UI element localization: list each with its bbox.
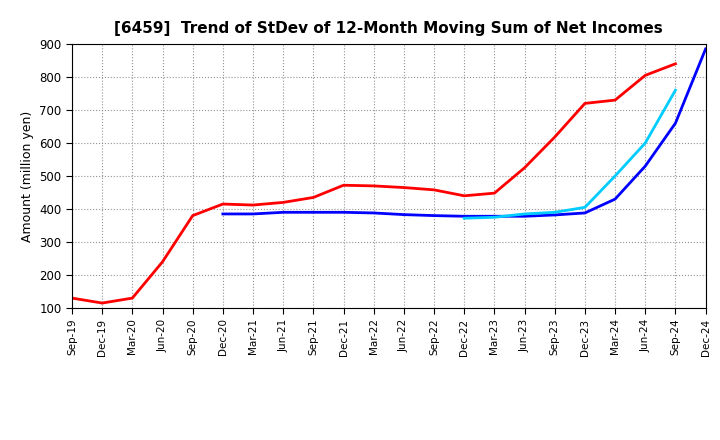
3 Years [189, 213, 197, 218]
5 Years [430, 213, 438, 218]
3 Years [671, 61, 680, 66]
5 Years [580, 210, 589, 216]
3 Years [460, 193, 469, 198]
5 Years [369, 210, 378, 216]
7 Years [641, 140, 649, 146]
Title: [6459]  Trend of StDev of 12-Month Moving Sum of Net Incomes: [6459] Trend of StDev of 12-Month Moving… [114, 21, 663, 36]
3 Years [490, 191, 499, 196]
5 Years [671, 121, 680, 126]
3 Years [219, 202, 228, 207]
3 Years [98, 301, 107, 306]
3 Years [641, 73, 649, 78]
3 Years [248, 202, 257, 208]
3 Years [128, 296, 137, 301]
5 Years [309, 210, 318, 215]
5 Years [339, 210, 348, 215]
Line: 7 Years: 7 Years [464, 90, 675, 218]
3 Years [550, 134, 559, 139]
5 Years [400, 212, 408, 217]
7 Years [580, 205, 589, 210]
3 Years [339, 183, 348, 188]
3 Years [369, 183, 378, 188]
7 Years [521, 211, 529, 216]
7 Years [460, 216, 469, 221]
3 Years [611, 97, 619, 103]
Y-axis label: Amount (million yen): Amount (million yen) [21, 110, 34, 242]
3 Years [68, 296, 76, 301]
5 Years [219, 211, 228, 216]
5 Years [701, 46, 710, 51]
3 Years [279, 200, 287, 205]
5 Years [521, 214, 529, 219]
7 Years [550, 210, 559, 215]
5 Years [641, 163, 649, 169]
3 Years [580, 101, 589, 106]
Line: 3 Years: 3 Years [72, 64, 675, 303]
Line: 5 Years: 5 Years [223, 49, 706, 216]
5 Years [248, 211, 257, 216]
3 Years [400, 185, 408, 190]
3 Years [309, 195, 318, 200]
7 Years [671, 88, 680, 93]
5 Years [279, 210, 287, 215]
3 Years [430, 187, 438, 192]
5 Years [490, 214, 499, 219]
7 Years [490, 215, 499, 220]
5 Years [550, 212, 559, 217]
5 Years [611, 196, 619, 202]
5 Years [460, 214, 469, 219]
3 Years [521, 165, 529, 170]
7 Years [611, 173, 619, 179]
3 Years [158, 259, 167, 264]
